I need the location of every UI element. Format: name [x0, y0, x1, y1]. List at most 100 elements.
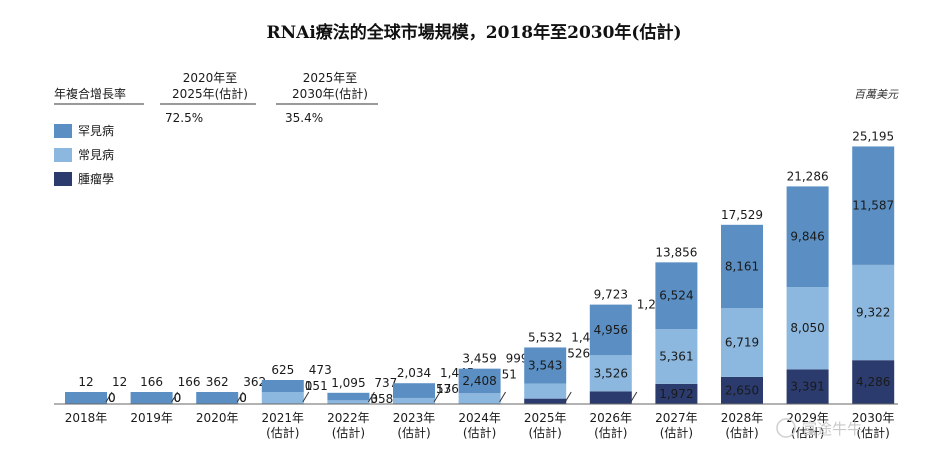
- unit-label: 百萬美元: [854, 88, 899, 101]
- bar-segment: [196, 392, 239, 404]
- legend-label: 腫瘤學: [78, 171, 114, 186]
- segment-label: 11,587: [852, 199, 894, 213]
- segment-label: 473: [309, 363, 332, 377]
- total-label: 17,529: [721, 208, 763, 222]
- segment-label: 3,526: [594, 366, 628, 380]
- leader-slash: [433, 391, 441, 403]
- bar-segment: [458, 393, 501, 404]
- x-tick-label: 2027年: [655, 411, 698, 425]
- x-tick-label: (估計): [857, 425, 890, 440]
- cagr-column-header: 2020年至: [183, 71, 238, 85]
- legend-label: 罕見病: [78, 123, 114, 138]
- watermark: 富途牛牛: [776, 418, 862, 438]
- legend-swatch: [54, 124, 72, 138]
- x-tick-label: 2026年: [590, 411, 633, 425]
- total-label: 2,034: [397, 366, 431, 380]
- total-label: 3,459: [462, 352, 496, 366]
- bar-group: 13,856 1,972 5,361 6,524: [655, 245, 698, 404]
- bar-group: 25,195 4,286 9,322 11,587: [852, 129, 895, 404]
- leader-slash: [105, 391, 113, 403]
- bar-segment: [852, 264, 895, 361]
- segment-label: 0: [108, 391, 116, 405]
- x-tick-label: 2019年: [130, 411, 173, 425]
- segment-label: 362: [243, 375, 266, 389]
- bar-segment: [786, 369, 829, 404]
- total-label: 9,723: [594, 288, 628, 302]
- x-tick-label: 2030年: [852, 411, 895, 425]
- segment-label: 8,161: [725, 260, 759, 274]
- x-tick-label: (估計): [660, 425, 693, 440]
- bar-segment: [261, 392, 304, 404]
- bar-group: 21,286 3,391 8,050 9,846: [786, 169, 829, 404]
- cagr-column-header: 2030年(估計): [292, 86, 368, 101]
- x-tick-label: (估計): [594, 425, 627, 440]
- bar-group: 17,529 2,650 6,719 8,161: [721, 208, 763, 404]
- x-tick-label: 2018年: [65, 411, 108, 425]
- cagr-column-header: 2025年(估計): [172, 86, 248, 101]
- segment-label: 51: [502, 368, 517, 382]
- segment-label: 8,050: [790, 321, 824, 335]
- cagr-header-label: 年複合增長率: [54, 86, 126, 101]
- segment-label: 0: [174, 391, 182, 405]
- segment-label: 6,524: [659, 289, 693, 303]
- bar-segment: [655, 329, 698, 384]
- total-label: 625: [271, 363, 294, 377]
- bar-segment: [721, 376, 763, 404]
- leader-slash: [499, 391, 507, 403]
- x-tick-label: 2023年: [393, 411, 436, 425]
- segment-label: 6,719: [725, 336, 759, 350]
- x-tick-label: (估計): [529, 425, 562, 440]
- segment-label: 2,650: [725, 383, 759, 397]
- total-label: 25,195: [852, 129, 894, 143]
- segment-label: 358: [370, 392, 393, 406]
- total-label: 12: [78, 375, 93, 389]
- bar-segment: [852, 146, 895, 265]
- bar-segment: [524, 347, 567, 384]
- leader-slash: [302, 391, 310, 403]
- x-tick-label: 2020年: [196, 411, 239, 425]
- bar-segment: [852, 360, 895, 404]
- segment-label: 737: [374, 376, 397, 390]
- segment-label: 12: [112, 375, 127, 389]
- bar-segment: [327, 392, 370, 401]
- x-tick-label: 2022年: [327, 411, 370, 425]
- segment-label: 0: [239, 391, 247, 405]
- segment-label: 576: [436, 382, 459, 396]
- segment-label: 151: [305, 379, 328, 393]
- leader-slash: [236, 391, 244, 403]
- segment-label: 9,846: [790, 230, 824, 244]
- bar-segment: [655, 262, 698, 330]
- segment-label: 0: [108, 391, 116, 405]
- x-tick-label: 2024年: [458, 411, 501, 425]
- bar-segment: [524, 398, 567, 404]
- leader-slash: [171, 391, 179, 403]
- segment-label: 3,391: [790, 380, 824, 394]
- segment-label: 9,322: [856, 306, 890, 320]
- segment-label: 4,286: [856, 375, 890, 389]
- total-label: 362: [206, 375, 229, 389]
- total-label: 1,095: [331, 376, 365, 390]
- segment-label: 4,956: [594, 323, 628, 337]
- total-label: 21,286: [787, 169, 829, 183]
- x-tick-label: (估計): [332, 425, 365, 440]
- bar-segment: [130, 392, 173, 404]
- bar-segment: [786, 186, 829, 288]
- total-label: 5,532: [528, 330, 562, 344]
- x-tick-label: (估計): [725, 425, 758, 440]
- bar-segment: [65, 392, 107, 404]
- total-label: 13,856: [655, 245, 697, 259]
- segment-label: 0: [370, 392, 378, 406]
- leader-slash: [564, 391, 572, 403]
- segment-label: 1,972: [659, 387, 693, 401]
- bar-segment: [655, 383, 698, 404]
- x-tick-label: 2021年: [262, 411, 305, 425]
- cagr-column-header: 2025年至: [303, 71, 358, 85]
- total-label: 166: [140, 375, 163, 389]
- legend-label: 常見病: [78, 147, 114, 162]
